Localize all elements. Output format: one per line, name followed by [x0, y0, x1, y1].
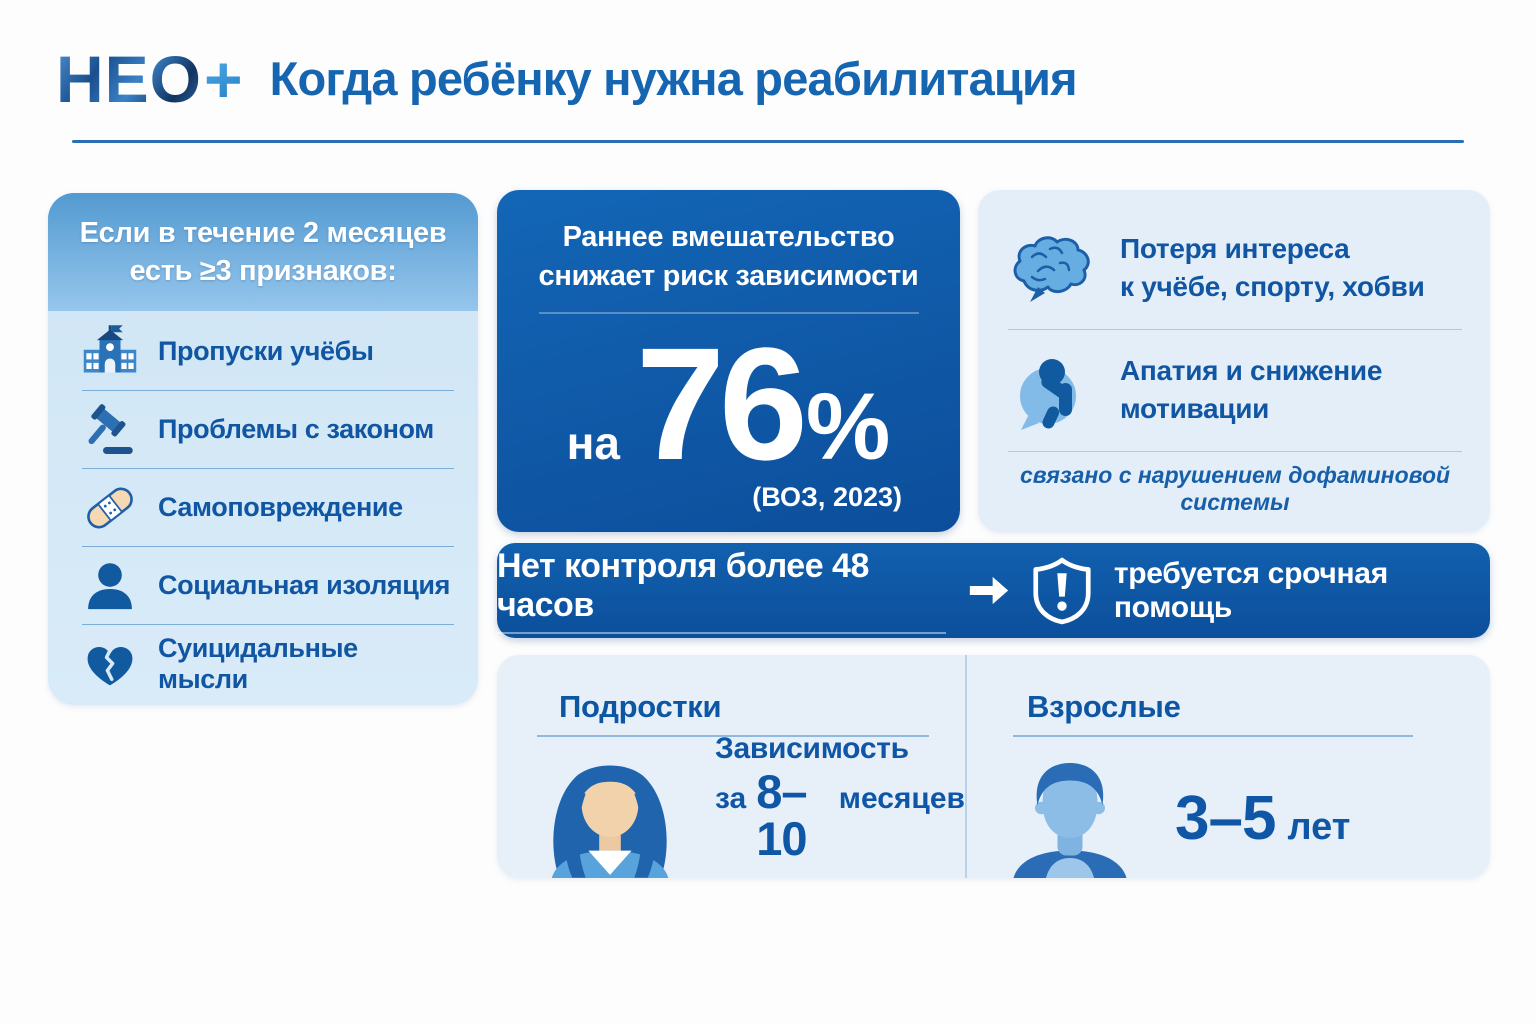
page-title: Когда ребёнку нужна реабилитация — [269, 52, 1078, 106]
percent-sign: % — [805, 374, 891, 481]
divider — [537, 735, 929, 737]
bandage-icon — [82, 480, 138, 536]
stat-title-line1: Раннее вмешательство — [562, 221, 895, 253]
header: НЕО + Когда ребёнку нужна реабилитация — [56, 46, 1078, 112]
teens-text: Зависимость за 8–10 месяцев — [715, 732, 965, 878]
timeline-panel: Подростки Зависимость за 8 — [497, 655, 1490, 878]
logo-plus-icon: + — [204, 42, 244, 116]
stat-value: 76 — [635, 314, 808, 494]
stat-source: (ВОЗ, 2023) — [752, 482, 902, 513]
list-item: Суицидальные мысли — [82, 624, 454, 702]
criteria-list: Пропуски учёбы Проблемы с законом — [48, 311, 478, 702]
school-icon — [82, 324, 138, 380]
timeline-col-teens: Подростки Зависимость за 8 — [497, 655, 965, 878]
criteria-label: Самоповреждение — [158, 492, 403, 522]
stat-prefix: на — [566, 417, 620, 470]
alert-banner: Нет контроля более 48 часов требуется ср… — [497, 543, 1490, 638]
divider — [1008, 328, 1462, 330]
list-item: Пропуски учёбы — [82, 313, 454, 390]
symptoms-footnote: связано с нарушением дофаминовой системы — [1019, 462, 1451, 515]
symptom-line2: к учёбе, спорту, хобви — [1120, 271, 1425, 303]
symptom-label: Потеря интереса к учёбе, спорту, хобви — [1120, 230, 1425, 306]
stat-card: Раннее вмешательство снижает риск зависи… — [497, 190, 960, 532]
adult-man-avatar — [989, 758, 1151, 878]
stat-divider — [538, 312, 919, 315]
teens-heading: Подростки — [559, 689, 722, 724]
arrow-right-icon — [968, 575, 1010, 606]
teens-row: Зависимость за 8–10 месяцев — [529, 732, 965, 878]
list-item: Социальная изоляция — [82, 546, 454, 624]
logo-text: НЕО — [56, 42, 203, 116]
adults-value: 3–5 — [1175, 784, 1276, 853]
alert-condition: Нет контроля более 48 часов — [497, 547, 946, 634]
adults-heading: Взрослые — [1027, 689, 1181, 724]
symptom-row-interest: Потеря интереса к учёбе, спорту, хобви — [1008, 208, 1462, 329]
criteria-label: Суицидальные мысли — [158, 632, 358, 694]
criteria-header-line1: Если в течение 2 месяцев — [79, 216, 447, 249]
teens-line1: Зависимость — [715, 732, 909, 765]
symptom-label: Апатия и снижение мотивации — [1120, 352, 1382, 428]
person-icon — [82, 558, 138, 614]
symptoms-panel: Потеря интереса к учёбе, спорту, хобви А… — [978, 190, 1490, 532]
divider — [1008, 450, 1462, 452]
criteria-label: Пропуски учёбы — [158, 336, 374, 366]
list-item: Самоповреждение — [82, 468, 454, 546]
header-divider — [72, 140, 1464, 143]
criteria-panel: Если в течение 2 месяцев есть ≥3 признак… — [48, 193, 478, 705]
symptom-line1: Апатия и снижение — [1120, 355, 1383, 387]
brain-icon — [1008, 233, 1096, 303]
alert-action: требуется срочная помощь — [1113, 556, 1388, 624]
gavel-icon — [82, 402, 138, 458]
criteria-panel-header: Если в течение 2 месяцев есть ≥3 признак… — [48, 193, 478, 311]
divider — [1013, 735, 1413, 737]
timeline-col-adults: Взрослые 3–5 лет — [965, 655, 1490, 878]
teen-girl-avatar — [529, 748, 691, 878]
shield-alert-icon — [1032, 557, 1092, 625]
criteria-label: Проблемы с законом — [158, 414, 434, 444]
teens-suffix: месяцев — [838, 782, 965, 815]
adults-text: 3–5 лет — [1175, 788, 1350, 878]
symptom-line2: мотивации — [1120, 393, 1270, 425]
stat-main-value: на 76 % — [567, 324, 891, 484]
adults-suffix: лет — [1287, 806, 1351, 848]
stat-title-line2: снижает риск зависимости — [538, 260, 919, 293]
adults-row: 3–5 лет — [989, 737, 1490, 878]
symptom-row-apathy: Апатия и снижение мотивации — [1008, 330, 1462, 451]
teens-line2: за 8–10 месяцев — [715, 768, 965, 862]
stat-title: Раннее вмешательство снижает риск зависи… — [539, 218, 919, 296]
criteria-label: Социальная изоляция — [158, 570, 450, 600]
list-item: Проблемы с законом — [82, 390, 454, 468]
symptom-line1: Потеря интереса — [1120, 233, 1350, 265]
logo: НЕО + — [56, 46, 244, 112]
teens-value: 8–10 — [756, 765, 807, 865]
criteria-header-line2: есть ≥3 признаков: — [129, 255, 397, 287]
broken-heart-icon — [82, 636, 138, 692]
apathy-person-icon — [1008, 350, 1096, 431]
teens-prefix: за — [715, 782, 747, 815]
